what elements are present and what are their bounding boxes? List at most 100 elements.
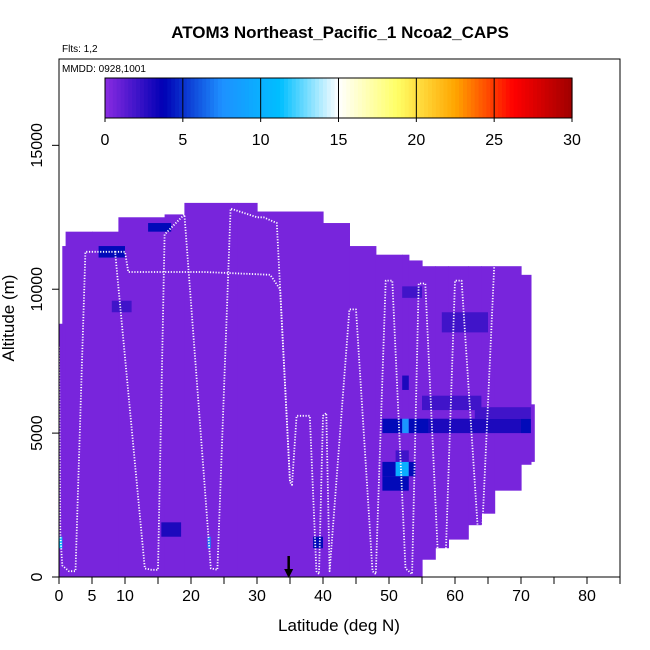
colorbar-swatch xyxy=(509,78,515,118)
colorbar-swatch xyxy=(210,78,215,118)
colorbar-swatch xyxy=(365,78,371,118)
colorbar-swatch xyxy=(552,78,558,118)
colorbar-swatch xyxy=(213,78,219,118)
colorbar-swatch xyxy=(470,78,476,118)
x-tick-label: 60 xyxy=(446,588,464,605)
colorbar-swatch xyxy=(342,78,347,118)
colorbar-tick-label: 25 xyxy=(485,132,503,149)
colorbar-swatch xyxy=(280,78,285,118)
colorbar-swatch xyxy=(474,78,480,118)
colorbar-swatch xyxy=(264,78,270,118)
arrow-marker xyxy=(284,556,294,578)
colorbar-swatch xyxy=(248,78,254,118)
coverage-column xyxy=(481,266,496,514)
colorbar-swatch xyxy=(338,78,343,118)
heatmap-cell xyxy=(148,223,172,232)
colorbar-swatch xyxy=(392,78,398,118)
heatmap-cell xyxy=(402,286,422,298)
colorbar-swatch xyxy=(225,78,231,118)
flights-note: Flts: 1,2 xyxy=(62,44,98,55)
colorbar-swatch xyxy=(373,78,379,118)
x-tick-label: 80 xyxy=(578,588,596,605)
colorbar-swatch xyxy=(136,78,141,118)
coverage-column xyxy=(422,266,436,560)
colorbar-swatch xyxy=(451,78,456,118)
coverage-column xyxy=(164,214,185,577)
colorbar-swatch xyxy=(128,78,133,118)
x-tick-label: 5 xyxy=(88,588,97,605)
colorbar-swatch xyxy=(369,78,375,118)
colorbar-swatch xyxy=(186,78,192,118)
colorbar-swatch xyxy=(272,78,277,118)
colorbar-swatch xyxy=(245,78,250,118)
colorbar-swatch xyxy=(112,78,118,118)
colorbar-swatch xyxy=(459,78,464,118)
x-tick-label: 40 xyxy=(314,588,332,605)
heatmap-cell xyxy=(474,407,531,419)
colorbar-swatch xyxy=(377,78,382,118)
coverage-column xyxy=(349,246,377,577)
heatmap-cell xyxy=(402,375,409,390)
colorbar-swatch xyxy=(431,78,437,118)
colorbar-swatch xyxy=(544,78,550,118)
colorbar-tick-label: 10 xyxy=(252,132,270,149)
colorbar-swatch xyxy=(540,78,546,118)
colorbar-swatch xyxy=(536,78,542,118)
heatmap-cells xyxy=(59,223,531,549)
colorbar-swatch xyxy=(202,78,207,118)
heatmap-cell xyxy=(395,461,409,477)
colorbar-swatch xyxy=(560,78,565,118)
colorbar-swatch xyxy=(256,78,262,118)
colorbar-swatch xyxy=(548,78,554,118)
colorbar-swatch xyxy=(105,78,110,118)
colorbar-swatch xyxy=(311,78,316,118)
coverage-column xyxy=(62,246,67,577)
colorbar-swatch xyxy=(299,78,305,118)
colorbar-swatch xyxy=(424,78,429,118)
colorbar-swatch xyxy=(412,78,417,118)
y-tick-label: 5000 xyxy=(29,415,46,451)
colorbar-swatch xyxy=(147,78,153,118)
colorbar-swatch xyxy=(268,78,273,118)
colorbar-swatch xyxy=(490,78,495,118)
colorbar-swatch xyxy=(354,78,359,118)
colorbar-swatch xyxy=(381,78,386,118)
arrow-head xyxy=(284,569,294,578)
heatmap-cell xyxy=(408,461,416,477)
x-tick-label: 30 xyxy=(248,588,266,605)
colorbar-swatch xyxy=(116,78,122,118)
colorbar-swatch xyxy=(303,78,308,118)
colorbar-swatch xyxy=(124,78,129,118)
coverage-column xyxy=(59,323,63,577)
colorbar-swatch xyxy=(494,78,499,118)
colorbar-swatch xyxy=(287,78,293,118)
colorbar-swatch xyxy=(143,78,149,118)
colorbar-swatch xyxy=(217,78,223,118)
y-tick-label: 15000 xyxy=(29,123,46,168)
colorbar-swatch xyxy=(389,78,394,118)
colorbar-swatch xyxy=(525,78,530,118)
colorbar-swatch xyxy=(346,78,351,118)
colorbar-swatch xyxy=(151,78,157,118)
colorbar-swatch xyxy=(182,78,188,118)
heatmap-cell xyxy=(111,300,132,313)
colorbar-swatch xyxy=(108,78,114,118)
colorbar-swatch xyxy=(132,78,137,118)
colorbar-swatch xyxy=(455,78,460,118)
colorbar-swatch xyxy=(198,78,203,118)
colorbar-swatch xyxy=(517,78,523,118)
colorbar-swatch xyxy=(291,78,297,118)
colorbar-swatch xyxy=(284,78,289,118)
heatmap-cell xyxy=(161,522,182,537)
colorbar-swatch xyxy=(404,78,410,118)
colorbar-tick-label: 15 xyxy=(330,132,348,149)
colorbar-swatch xyxy=(486,78,491,118)
y-tick-label: 10000 xyxy=(29,267,46,312)
coverage-column xyxy=(494,266,522,491)
colorbar-swatch xyxy=(350,78,355,118)
colorbar-swatch xyxy=(233,78,238,118)
colorbar-swatch xyxy=(206,78,211,118)
coverage-column xyxy=(184,202,238,577)
colorbar-swatch xyxy=(443,78,449,118)
coverage-column xyxy=(323,223,350,577)
